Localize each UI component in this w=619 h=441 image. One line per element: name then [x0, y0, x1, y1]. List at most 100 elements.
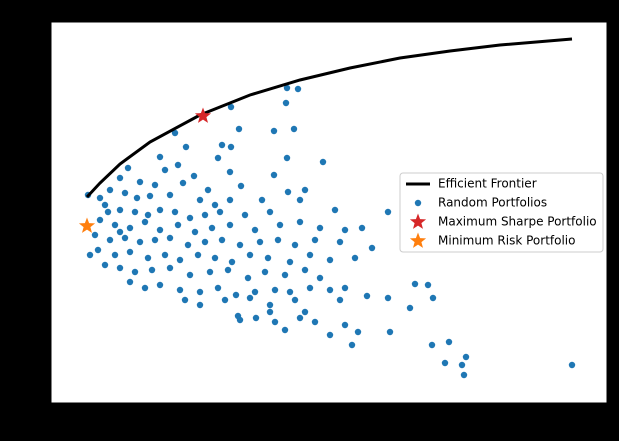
portfolio-point	[301, 308, 309, 316]
portfolio-point	[101, 201, 109, 209]
portfolio-point	[181, 296, 189, 304]
portfolio-point	[196, 301, 204, 309]
portfolio-point	[296, 314, 304, 322]
portfolio-point	[348, 341, 356, 349]
portfolio-point	[171, 129, 179, 137]
portfolio-point	[161, 166, 169, 174]
legend-label: Maximum Sharpe Portfolio	[438, 215, 597, 229]
portfolio-point	[206, 268, 214, 276]
portfolio-point	[141, 284, 149, 292]
portfolio-point	[224, 266, 232, 274]
portfolio-point	[201, 238, 209, 246]
portfolio-point	[286, 258, 294, 266]
portfolio-point	[214, 154, 222, 162]
portfolio-point	[235, 125, 243, 133]
portfolio-point	[271, 286, 279, 294]
portfolio-point	[141, 218, 149, 226]
portfolio-point	[301, 266, 309, 274]
portfolio-point	[284, 188, 292, 196]
portfolio-point	[166, 191, 174, 199]
portfolio-point	[116, 228, 124, 236]
portfolio-point	[281, 271, 289, 279]
portfolio-point	[358, 224, 366, 232]
portfolio-point	[331, 206, 339, 214]
portfolio-point	[211, 201, 219, 209]
portfolio-point	[184, 241, 192, 249]
portfolio-point	[458, 361, 466, 369]
portfolio-point	[156, 206, 164, 214]
portfolio-point	[244, 274, 252, 282]
portfolio-point	[174, 221, 182, 229]
portfolio-point	[161, 251, 169, 259]
portfolio-point	[237, 182, 245, 190]
portfolio-point	[121, 189, 129, 197]
portfolio-point	[166, 264, 174, 272]
portfolio-point	[106, 236, 114, 244]
portfolio-point	[326, 256, 334, 264]
portfolio-point	[441, 359, 449, 367]
portfolio-point	[191, 228, 199, 236]
portfolio-point	[227, 143, 235, 151]
portfolio-point	[424, 281, 432, 289]
portfolio-point	[445, 338, 453, 346]
legend-label: Random Portfolios	[438, 196, 547, 210]
portfolio-point	[363, 292, 371, 300]
portfolio-point	[124, 164, 132, 172]
portfolio-point	[301, 186, 309, 194]
portfolio-point	[226, 196, 234, 204]
portfolio-point	[306, 251, 314, 259]
portfolio-point	[264, 254, 272, 262]
portfolio-point	[214, 284, 222, 292]
portfolio-point	[186, 271, 194, 279]
portfolio-point	[274, 236, 282, 244]
portfolio-point	[341, 226, 349, 234]
portfolio-point	[176, 256, 184, 264]
portfolio-point	[386, 328, 394, 336]
portfolio-point	[208, 224, 216, 232]
portfolio-point	[144, 254, 152, 262]
portfolio-point	[281, 326, 289, 334]
portfolio-point	[296, 196, 304, 204]
portfolio-point	[283, 84, 291, 92]
portfolio-point	[186, 214, 194, 222]
portfolio-point	[133, 194, 141, 202]
portfolio-point	[234, 312, 242, 320]
portfolio-point	[270, 127, 278, 135]
portfolio-point	[236, 241, 244, 249]
portfolio-point	[283, 154, 291, 162]
portfolio-point	[151, 181, 159, 189]
portfolio-point	[226, 221, 234, 229]
portfolio-point	[126, 278, 134, 286]
portfolio-point	[462, 353, 470, 361]
portfolio-point	[341, 284, 349, 292]
portfolio-point	[296, 218, 304, 226]
portfolio-point	[116, 264, 124, 272]
portfolio-point	[201, 211, 209, 219]
portfolio-point	[276, 221, 284, 229]
portfolio-point	[131, 268, 139, 276]
portfolio-point	[116, 174, 124, 182]
legend-label: Minimum Risk Portfolio	[438, 234, 575, 248]
portfolio-point	[136, 178, 144, 186]
portfolio-point	[368, 244, 376, 252]
portfolio-point	[316, 274, 324, 282]
portfolio-point	[266, 308, 274, 316]
portfolio-point	[106, 186, 114, 194]
portfolio-point	[246, 251, 254, 259]
portfolio-point	[218, 141, 226, 149]
portfolio-point	[131, 208, 139, 216]
portfolio-point	[91, 231, 99, 239]
legend-label: Efficient Frontier	[438, 177, 537, 191]
portfolio-point	[221, 296, 229, 304]
portfolio-point	[460, 371, 468, 379]
portfolio-point	[176, 286, 184, 294]
frontier-line	[85, 37, 573, 199]
portfolio-point	[294, 85, 302, 93]
portfolio-point	[216, 208, 224, 216]
portfolio-point	[351, 254, 359, 262]
portfolio-point	[171, 208, 179, 216]
portfolio-point	[126, 224, 134, 232]
portfolio-point	[568, 361, 576, 369]
portfolio-point	[319, 158, 327, 166]
